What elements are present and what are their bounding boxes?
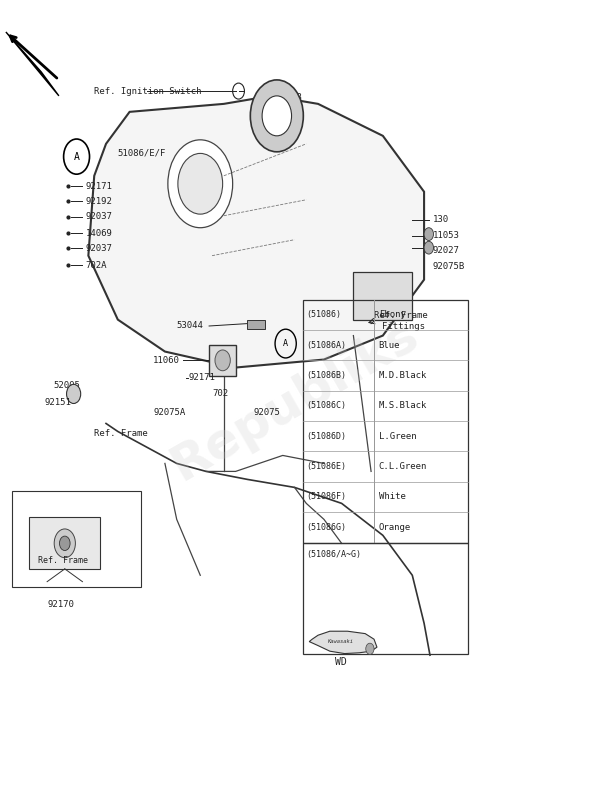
Text: 92170: 92170 [47,599,74,609]
Circle shape [215,350,230,371]
Text: Kawasaki: Kawasaki [327,639,353,644]
Polygon shape [353,272,412,320]
Text: (51086B): (51086B) [306,371,346,380]
Text: 92075A: 92075A [153,407,186,417]
Text: A: A [283,339,288,348]
Text: Switch: Switch [46,503,76,512]
Text: 53044: 53044 [177,321,204,331]
Text: Ref. Ignition Switch: Ref. Ignition Switch [94,86,202,96]
Text: 702A: 702A [85,260,107,270]
Text: (51086A): (51086A) [306,340,346,350]
Bar [303,300,468,543]
Text: WD: WD [335,657,346,666]
Text: 11053: 11053 [433,231,460,240]
Text: M.D.Black: M.D.Black [379,371,427,380]
Text: (51086C): (51086C) [306,401,346,411]
Bar [303,543,468,654]
Circle shape [250,80,303,152]
Text: 52005: 52005 [53,381,80,391]
Circle shape [424,228,434,240]
Circle shape [424,241,434,254]
Text: C.L.Green: C.L.Green [379,462,427,471]
Text: (51086F): (51086F) [306,492,346,502]
Circle shape [54,529,75,558]
Circle shape [168,140,233,228]
Text: 92037: 92037 [85,212,112,221]
Text: 92192: 92192 [85,197,112,206]
Text: Blue: Blue [379,340,401,350]
Text: 92171: 92171 [85,181,112,191]
Circle shape [366,643,374,654]
Text: 92151: 92151 [44,398,71,407]
Text: 92075B: 92075B [433,262,465,272]
Circle shape [67,384,81,403]
Text: Orange: Orange [379,523,411,532]
Text: Republiks: Republiks [163,309,426,490]
Text: Ebony: Ebony [379,310,406,320]
Text: 130: 130 [433,215,449,225]
Polygon shape [88,96,424,368]
Text: Fittings: Fittings [382,322,425,332]
Text: (51086D): (51086D) [306,431,346,441]
Polygon shape [6,32,59,96]
Text: (51086/A~G): (51086/A~G) [306,550,361,559]
Text: 92037: 92037 [85,244,112,253]
Text: Ref. Frame: Ref. Frame [374,311,428,320]
Text: (51086E): (51086E) [306,462,346,471]
Bar [29,517,100,569]
Text: Ref. Ignition: Ref. Ignition [38,492,103,502]
Text: 92171: 92171 [188,373,216,383]
Text: 51086/E/F: 51086/E/F [118,149,166,158]
Bar [209,345,236,376]
Polygon shape [309,631,377,654]
Bar [247,320,265,329]
Text: M.S.Black: M.S.Black [379,401,427,411]
Circle shape [262,96,292,136]
Text: 92075: 92075 [253,407,280,417]
Text: 11060: 11060 [153,356,180,365]
Text: 92027: 92027 [433,246,460,256]
Text: (51086): (51086) [306,310,341,320]
Text: Ref. Frame: Ref. Frame [38,556,88,566]
Text: 14069: 14069 [85,229,112,238]
Circle shape [59,536,70,551]
Text: (51086G): (51086G) [306,523,346,532]
Text: 51049: 51049 [270,108,297,117]
Text: White: White [379,492,406,502]
Text: 702: 702 [212,389,228,399]
Text: L.Green: L.Green [379,431,416,441]
Text: 92093: 92093 [270,125,297,134]
Circle shape [178,153,223,214]
Text: Ref. Frame: Ref. Frame [94,428,148,438]
Text: 92153: 92153 [276,93,303,102]
Text: A: A [74,152,80,161]
Bar [12,491,141,587]
